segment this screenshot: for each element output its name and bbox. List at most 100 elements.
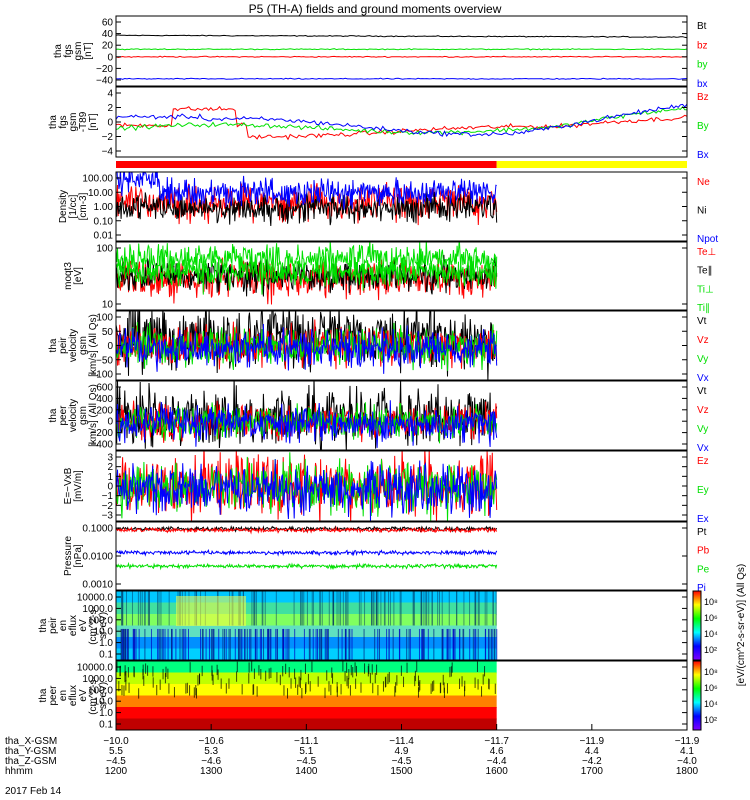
spectrogram-streak [413, 591, 415, 626]
colorbar-tick-label: 10⁶ [704, 613, 718, 623]
y-axis-label-line: peir [58, 336, 69, 353]
legend-bt: Bt [697, 21, 707, 32]
spectrogram-streak [395, 682, 397, 693]
series-line [116, 34, 687, 39]
spectrogram-streak [459, 678, 461, 689]
spectrogram-streak [321, 628, 323, 660]
spectrogram-streak [211, 670, 213, 681]
y-tick-label: 10000.0 [77, 593, 114, 604]
y-axis-label-line: tha [53, 44, 64, 58]
spectrogram-streak [234, 628, 236, 660]
legend-ti∥: Ti∥ [697, 303, 710, 314]
spectrogram-streak [193, 687, 195, 698]
y-tick-label: −1 [102, 491, 114, 502]
y-tick-label: −2 [102, 132, 114, 143]
y-axis-label-line: (cm^2-s- [88, 606, 99, 645]
x-tick-label-x: −10.0 [103, 736, 129, 747]
spectrogram-streak [418, 681, 420, 692]
spectrogram-streak [400, 665, 402, 676]
spectrogram-streak [325, 628, 327, 660]
spectrogram-streak [319, 591, 321, 626]
y-tick-label: 0 [107, 52, 113, 63]
spectrogram-streak [263, 628, 265, 660]
spectrogram-streak [213, 628, 215, 660]
colorbar-tick-label: 10⁸ [704, 597, 718, 607]
y-tick-label: 10 [102, 300, 114, 311]
spectrogram-streak [396, 675, 398, 686]
spectrogram-streak [380, 591, 382, 626]
legend-pb: Pb [697, 546, 710, 557]
spectrogram-streak [336, 591, 338, 626]
spectrogram-streak [448, 591, 450, 626]
spectrogram-streak [420, 591, 422, 626]
spectrogram-streak [463, 628, 465, 660]
spectrogram-streak [408, 628, 410, 660]
y-axis-label: moqt3[eV] [63, 262, 84, 290]
spectrogram-streak [469, 591, 471, 626]
spectrogram-streak [223, 628, 225, 660]
spectrogram-streak [222, 628, 224, 660]
spectrogram-streak [342, 591, 344, 626]
spectrogram-streak [127, 667, 129, 678]
legend-pt: Pt [697, 527, 707, 538]
legend-pe: Pe [697, 564, 710, 575]
y-axis-label-line: [mV/m] [73, 470, 84, 502]
y-tick-label: −20 [96, 64, 113, 75]
y-axis-label: E=−VxB[mV/m] [63, 467, 84, 504]
spectrogram-streak [268, 668, 270, 679]
spectrogram-streak [477, 679, 479, 690]
spectrogram-streak [276, 628, 278, 660]
spectrogram-streak [476, 661, 478, 672]
spectrogram-streak [309, 681, 311, 692]
spectrogram-streak [441, 628, 443, 660]
mode-bar-segment [116, 161, 497, 168]
spectrogram-streak [346, 675, 348, 687]
y-axis-label-line: Pressure [63, 536, 74, 576]
spectrogram-streak [125, 628, 127, 660]
spectrogram-streak [376, 664, 378, 675]
spectrogram-streak [229, 628, 231, 660]
spectrogram-streak [388, 671, 390, 683]
spectrogram-streak [164, 628, 166, 660]
spectrogram-streak [385, 676, 387, 687]
spectrogram-streak [387, 673, 389, 685]
spectrogram-streak [417, 675, 419, 686]
spectrogram-streak [327, 628, 329, 660]
spectrogram-streak [352, 667, 354, 678]
panel-8: 0.1000 0.0100 0.0010 Pressure[nPa] Pt Pb Pe Pi [63, 521, 710, 594]
legend-ey: Ey [697, 485, 709, 496]
series-line [116, 105, 687, 141]
spectrogram-streak [244, 628, 246, 660]
spectrogram-streak [173, 687, 175, 698]
spectrogram-streak [120, 628, 122, 660]
spectrogram-streak [264, 591, 266, 626]
x-tick-label-z: −4.6 [201, 756, 221, 767]
y-axis-label-line: velocity [68, 399, 79, 432]
series-line [116, 561, 498, 571]
x-row-label: hhmm [5, 766, 33, 777]
spectrogram-streak [345, 628, 347, 660]
spectrogram-streak [326, 670, 328, 681]
spectrogram-streak [495, 591, 497, 626]
spectrogram-streak [259, 628, 261, 660]
spectrogram-streak [161, 628, 163, 660]
y-tick-label: 1000.0 [82, 674, 113, 685]
y-tick-label: −4 [102, 147, 114, 158]
spectrogram-streak [413, 591, 415, 626]
y-axis-label-line: [cm-3] [78, 192, 89, 220]
spectrogram-streak [317, 676, 319, 687]
spectrogram-streak [394, 686, 396, 697]
y-axis-label-line: tha [48, 408, 59, 422]
spectrogram-streak [330, 684, 332, 696]
y-tick-label: 2 [107, 103, 113, 114]
x-tick-label-x: −11.7 [484, 736, 509, 747]
spectrogram-streak [344, 628, 346, 660]
spectrogram-streak [244, 628, 246, 660]
x-row-label: tha_Z-GSM [5, 756, 57, 767]
spectrogram-streak [449, 628, 451, 660]
spectrogram-streak [287, 688, 289, 699]
spectrogram-streak [124, 628, 126, 660]
spectrogram-streak [288, 667, 290, 678]
spectrogram-streak [423, 591, 425, 626]
spectrogram-streak [321, 591, 323, 626]
